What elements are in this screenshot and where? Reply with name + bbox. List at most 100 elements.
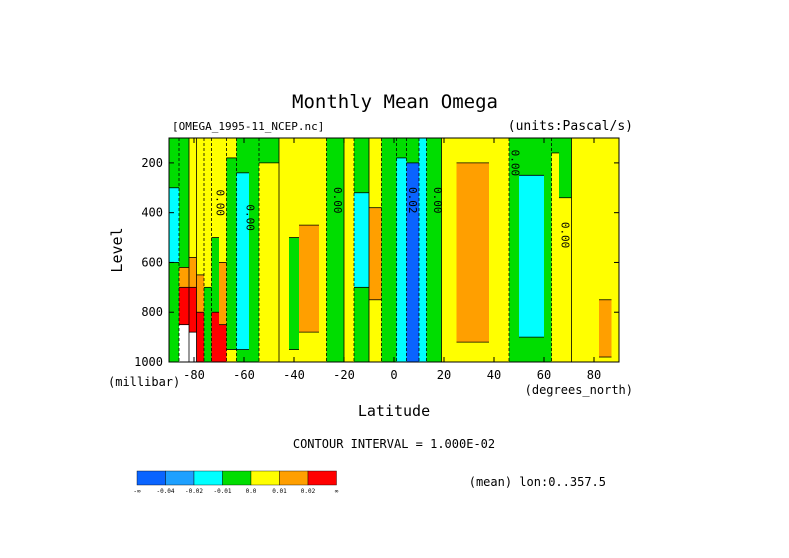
field-cell bbox=[219, 324, 227, 363]
legend-label: ∞ bbox=[335, 488, 339, 495]
field-cell bbox=[179, 138, 190, 268]
field-cell bbox=[544, 138, 552, 363]
contour-label: 0.00 bbox=[214, 189, 227, 216]
field-cell bbox=[179, 287, 190, 326]
field-cell bbox=[599, 299, 612, 358]
field-cell bbox=[559, 138, 572, 199]
legend-label: 0.02 bbox=[301, 488, 316, 495]
field-cell bbox=[189, 287, 197, 333]
field-cell bbox=[396, 157, 407, 363]
field-cell bbox=[169, 187, 180, 263]
x-tick-label: 0 bbox=[390, 368, 397, 382]
field-cell bbox=[299, 225, 320, 333]
contour-label: 0.00 bbox=[431, 187, 444, 214]
legend-label: -0.04 bbox=[156, 488, 174, 495]
y-axis-label: Level bbox=[108, 227, 126, 272]
field-cell bbox=[236, 349, 250, 363]
field-cell bbox=[381, 138, 397, 363]
x-unit-label: (degrees_north) bbox=[525, 383, 633, 397]
contour-label: 0.00 bbox=[244, 204, 257, 231]
field-cell bbox=[211, 138, 220, 239]
field-cell bbox=[279, 138, 290, 363]
legend-label: 0.0 bbox=[246, 488, 257, 495]
y-unit-label: (millibar) bbox=[108, 375, 180, 389]
x-axis-label: Latitude bbox=[358, 402, 430, 420]
field-cell bbox=[441, 138, 457, 363]
field-cell bbox=[289, 138, 300, 239]
field-cell bbox=[189, 257, 197, 288]
field-cell bbox=[354, 138, 370, 194]
field-cell bbox=[226, 157, 237, 351]
field-cell bbox=[369, 138, 382, 209]
field-cell bbox=[169, 138, 180, 189]
field-cell bbox=[489, 138, 510, 363]
field-cell bbox=[249, 175, 260, 363]
contour-label: 0.00 bbox=[509, 150, 522, 177]
field-cell bbox=[456, 162, 490, 343]
field-cell bbox=[509, 212, 520, 363]
field-cell bbox=[189, 138, 197, 258]
file-label: [OMEGA_1995-11_NCEP.nc] bbox=[172, 120, 324, 133]
field-cell bbox=[204, 138, 212, 288]
field-cell bbox=[289, 237, 300, 351]
field-cell bbox=[169, 262, 180, 363]
field-cell bbox=[196, 138, 205, 276]
contour-labels: 0.00 0.00 0.00 0.02 0.00 0.00 0.00 bbox=[214, 150, 572, 249]
field-cell bbox=[299, 332, 320, 363]
field-cell bbox=[326, 138, 345, 363]
field-cell bbox=[196, 312, 205, 363]
field-cell bbox=[236, 172, 250, 351]
field-cell bbox=[426, 138, 442, 363]
field-cell bbox=[509, 138, 520, 214]
field-cell bbox=[299, 138, 320, 226]
contour-lines bbox=[169, 138, 612, 362]
contour-label: 0.00 bbox=[559, 222, 572, 249]
field-cell bbox=[236, 138, 250, 174]
field-cell bbox=[319, 138, 327, 363]
field-cell bbox=[344, 138, 355, 363]
field-cell bbox=[599, 138, 612, 301]
legend-label: -0.01 bbox=[213, 488, 231, 495]
field-cell bbox=[419, 138, 427, 363]
field-cell bbox=[519, 138, 545, 176]
field-cell bbox=[519, 337, 545, 363]
x-tick-label: 20 bbox=[437, 368, 451, 382]
legend-swatch bbox=[307, 470, 337, 486]
legend-swatch bbox=[136, 470, 166, 486]
y-tick-label: 200 bbox=[141, 156, 163, 170]
field-cell bbox=[211, 312, 220, 363]
x-tick-label: -60 bbox=[233, 368, 255, 382]
field-cell bbox=[354, 192, 370, 288]
field-cell bbox=[179, 267, 190, 288]
legend-label: -0.02 bbox=[185, 488, 203, 495]
legend-swatch bbox=[165, 470, 195, 486]
contour-label: 0.00 bbox=[331, 187, 344, 214]
field-cell bbox=[406, 138, 420, 164]
field-cell bbox=[249, 138, 260, 176]
chart-title: Monthly Mean Omega bbox=[292, 91, 498, 113]
field-cell bbox=[219, 262, 227, 326]
field-cell bbox=[456, 342, 490, 363]
x-tick-label: -40 bbox=[283, 368, 305, 382]
field-cell bbox=[211, 237, 220, 313]
legend-label: 0.01 bbox=[272, 488, 287, 495]
field-cell bbox=[259, 138, 280, 164]
field-cell bbox=[611, 138, 620, 363]
y-tick-label: 800 bbox=[141, 305, 163, 319]
legend-swatch bbox=[279, 470, 309, 486]
x-tick-label: 40 bbox=[487, 368, 501, 382]
plot-area bbox=[169, 138, 620, 363]
y-tick-label: 400 bbox=[141, 206, 163, 220]
y-axis: 200 400 600 800 1000 bbox=[134, 156, 619, 369]
field-cell bbox=[354, 287, 370, 363]
field-cell bbox=[396, 138, 407, 159]
field-cell bbox=[189, 332, 197, 363]
field-cell bbox=[599, 357, 612, 363]
field-cell bbox=[219, 138, 227, 263]
field-cell bbox=[551, 152, 560, 363]
contour-interval-label: CONTOUR INTERVAL = 1.000E-02 bbox=[293, 437, 495, 451]
x-tick-label: 80 bbox=[587, 368, 601, 382]
field-cell bbox=[289, 349, 300, 363]
x-axis: -80 -60 -40 -20 0 20 40 60 80 bbox=[183, 138, 601, 382]
